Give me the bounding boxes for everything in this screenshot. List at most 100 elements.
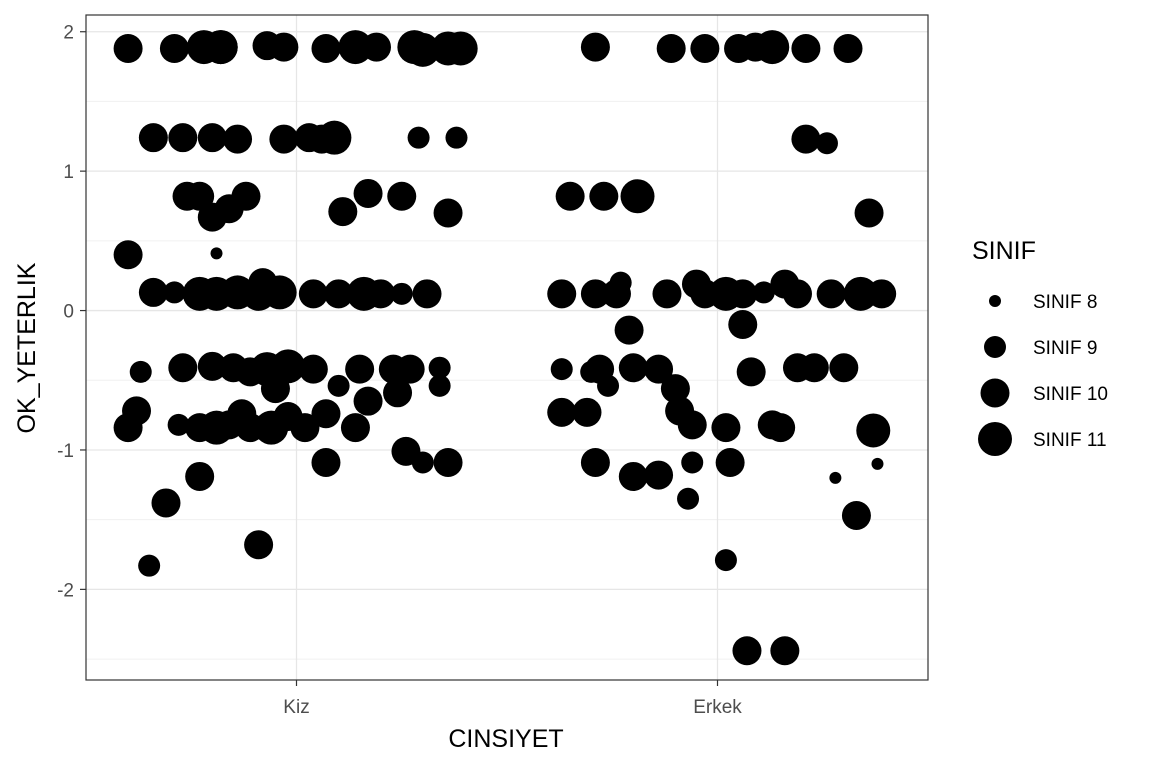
data-point: [163, 281, 186, 304]
data-point: [766, 413, 796, 443]
data-point: [387, 181, 417, 211]
legend-label: SINIF 9: [1033, 338, 1097, 359]
data-point: [197, 123, 227, 153]
legend-label: SINIF 10: [1033, 384, 1108, 405]
data-point: [618, 461, 648, 491]
x-tick-label: Kiz: [283, 697, 309, 718]
data-point: [755, 30, 790, 65]
data-point: [390, 282, 413, 305]
data-point: [324, 279, 354, 309]
y-axis-title: OK_YETERLIK: [13, 262, 41, 433]
data-point: [690, 33, 720, 63]
y-tick-label: 0: [63, 302, 74, 323]
data-point: [782, 279, 812, 309]
data-point: [311, 399, 341, 429]
data-point: [799, 353, 829, 383]
y-tick-label: 2: [63, 23, 74, 44]
data-point: [269, 32, 299, 62]
data-point: [168, 353, 198, 383]
data-point: [366, 279, 396, 309]
data-point: [210, 247, 223, 260]
data-point: [550, 358, 573, 381]
data-point: [829, 471, 842, 484]
data-points: [113, 30, 897, 666]
data-point: [395, 354, 425, 384]
data-point: [345, 354, 375, 384]
data-point: [843, 276, 878, 311]
data-point: [407, 126, 430, 149]
data-point: [223, 124, 253, 154]
legend: SINIF SINIF 8 SINIF 9 SINIF 10 SINIF 11: [972, 237, 1108, 456]
data-point: [791, 33, 821, 63]
legend-title: SINIF: [972, 237, 1036, 265]
data-point: [138, 277, 168, 307]
data-point: [327, 374, 350, 397]
data-point: [791, 124, 821, 154]
data-point: [609, 271, 632, 294]
data-point: [728, 309, 758, 339]
legend-label: SINIF 8: [1033, 292, 1097, 313]
data-point: [841, 500, 871, 530]
data-point: [383, 378, 413, 408]
data-point: [185, 181, 215, 211]
data-point: [443, 31, 478, 66]
data-point: [428, 374, 451, 397]
data-point: [677, 487, 700, 510]
data-point: [353, 178, 383, 208]
data-point: [589, 181, 619, 211]
data-point: [572, 397, 602, 427]
data-point: [677, 410, 707, 440]
data-point: [311, 33, 341, 63]
data-point: [856, 413, 891, 448]
data-point: [433, 198, 463, 228]
data-point: [203, 30, 238, 65]
data-point: [816, 279, 846, 309]
data-point: [547, 279, 577, 309]
data-point: [656, 33, 686, 63]
data-point: [728, 279, 758, 309]
data-point: [681, 451, 704, 474]
data-point: [113, 413, 143, 443]
data-point: [732, 636, 762, 666]
data-point: [311, 448, 341, 478]
data-point: [298, 279, 328, 309]
data-point: [618, 353, 648, 383]
panel-border: [85, 14, 929, 681]
data-point: [262, 275, 297, 310]
data-point: [328, 197, 358, 227]
data-point: [644, 460, 674, 490]
data-point: [338, 30, 373, 65]
data-point: [411, 451, 434, 474]
data-point: [555, 181, 585, 211]
data-point: [433, 448, 463, 478]
legend-key: [978, 422, 1012, 456]
data-point: [138, 123, 168, 153]
data-point: [138, 554, 161, 577]
data-point: [151, 488, 181, 518]
data-point: [244, 530, 274, 560]
y-tick-label: -1: [57, 441, 74, 462]
legend-key: [989, 295, 1001, 307]
data-point: [271, 349, 306, 384]
data-point: [159, 33, 189, 63]
data-point: [317, 120, 352, 155]
data-point: [167, 413, 190, 436]
data-point: [340, 413, 370, 443]
data-point: [168, 123, 198, 153]
data-point: [597, 374, 620, 397]
data-point: [231, 181, 261, 211]
data-point: [580, 32, 610, 62]
data-point: [445, 126, 468, 149]
data-point: [113, 33, 143, 63]
data-point: [580, 279, 610, 309]
data-point: [580, 448, 610, 478]
data-point: [185, 461, 215, 491]
data-point: [715, 448, 745, 478]
data-point: [829, 353, 859, 383]
data-point: [867, 279, 897, 309]
data-point: [714, 549, 737, 572]
data-point: [652, 279, 682, 309]
data-point: [547, 397, 577, 427]
